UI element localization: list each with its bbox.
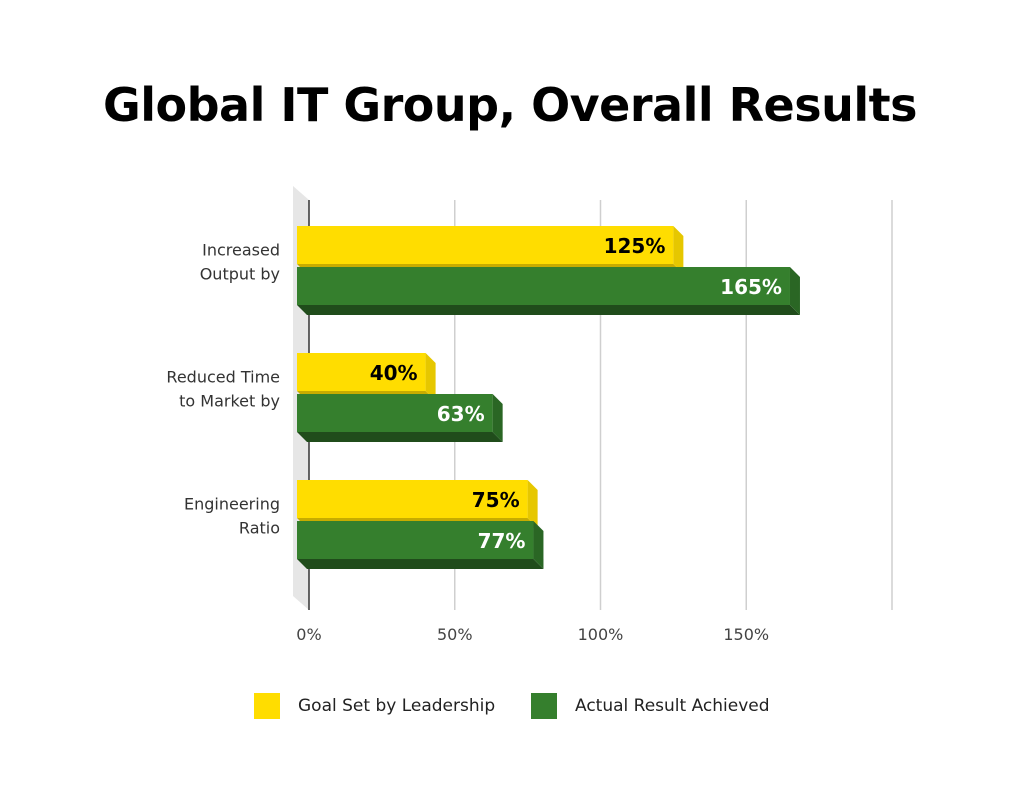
x-tick-label: 100% — [578, 625, 624, 644]
category-label: Engineering — [184, 495, 280, 514]
data-label: 40% — [370, 361, 418, 385]
data-label: 77% — [478, 529, 526, 553]
bar — [297, 521, 534, 559]
legend-label-actual: Actual Result Achieved — [575, 696, 770, 716]
bar-side-face — [673, 226, 684, 274]
x-tick-label: 150% — [723, 625, 769, 644]
data-label: 125% — [604, 234, 666, 258]
x-tick-label: 50% — [437, 625, 473, 644]
bar-bottom-face — [297, 432, 503, 442]
bar-side-face — [527, 480, 538, 528]
category-label: Increased — [202, 241, 280, 260]
data-label: 63% — [437, 402, 485, 426]
category-label: Output by — [200, 265, 280, 284]
category-label: to Market by — [179, 392, 280, 411]
data-label: 165% — [720, 275, 782, 299]
data-label: 75% — [472, 488, 520, 512]
category-label: Reduced Time — [166, 368, 280, 387]
legend-item-actual: Actual Result Achieved — [531, 692, 770, 720]
legend-swatch-goal — [254, 693, 280, 719]
legend-label-goal: Goal Set by Leadership — [298, 696, 496, 716]
bar — [297, 267, 790, 305]
legend-item-goal: Goal Set by Leadership — [254, 692, 495, 720]
x-tick-label: 0% — [296, 625, 321, 644]
bar — [297, 394, 493, 432]
bar — [297, 226, 674, 264]
bar-bottom-face — [297, 305, 800, 315]
legend-swatch-actual — [531, 693, 557, 719]
bar — [297, 353, 426, 391]
chart-title: Global IT Group, Overall Results — [102, 78, 918, 132]
bar — [297, 480, 528, 518]
bar-side-face — [492, 394, 503, 442]
bar-bottom-face — [297, 559, 544, 569]
bar-side-face — [533, 521, 544, 569]
category-label: Ratio — [239, 519, 280, 538]
bar-side-face — [789, 267, 800, 315]
bar-side-face — [425, 353, 436, 401]
